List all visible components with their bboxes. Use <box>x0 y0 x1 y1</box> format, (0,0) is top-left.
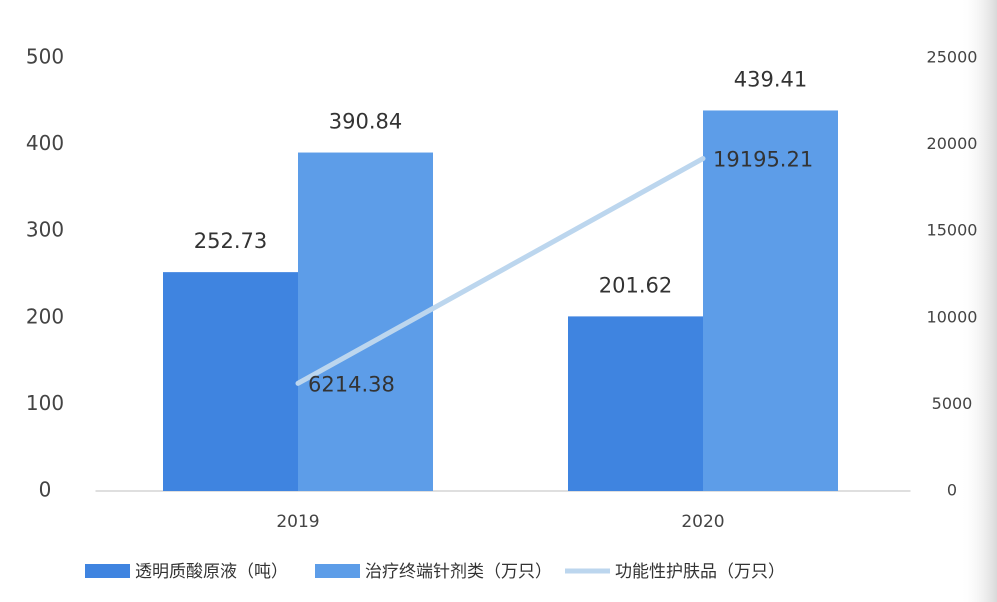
y-tick-label: 400 <box>26 131 64 155</box>
x-tick-label: 2020 <box>681 512 724 532</box>
y2-tick-label: 0 <box>947 481 957 500</box>
y-tick-label: 200 <box>26 304 64 328</box>
data-label: 390.84 <box>329 110 402 134</box>
data-label: 252.73 <box>194 229 267 253</box>
y2-tick-label: 5000 <box>932 394 973 413</box>
bar <box>163 272 298 491</box>
y-tick-label: 0 <box>39 478 52 502</box>
x-tick-label: 2019 <box>276 512 319 532</box>
data-label: 19195.21 <box>713 148 813 172</box>
y-tick-label: 100 <box>26 391 64 415</box>
legend-label: 治疗终端针剂类（万只） <box>365 562 552 582</box>
bar <box>703 110 838 491</box>
y-tick-label: 500 <box>26 45 64 69</box>
data-label: 6214.38 <box>308 372 395 396</box>
y-tick-label: 300 <box>26 218 64 242</box>
edge-shadow <box>960 0 997 602</box>
line <box>295 156 706 386</box>
y2-tick-label: 20000 <box>927 134 978 153</box>
legend-label: 透明质酸原液（吨） <box>135 562 288 582</box>
data-label: 201.62 <box>599 273 672 297</box>
y2-tick-label: 15000 <box>927 221 978 240</box>
legend-swatch <box>85 564 130 578</box>
data-label: 439.41 <box>734 67 807 91</box>
legend-swatch <box>315 564 360 578</box>
y2-tick-label: 25000 <box>927 48 978 67</box>
legend-label: 功能性护肤品（万只） <box>615 562 785 582</box>
y2-tick-label: 10000 <box>927 307 978 326</box>
bar <box>568 316 703 491</box>
